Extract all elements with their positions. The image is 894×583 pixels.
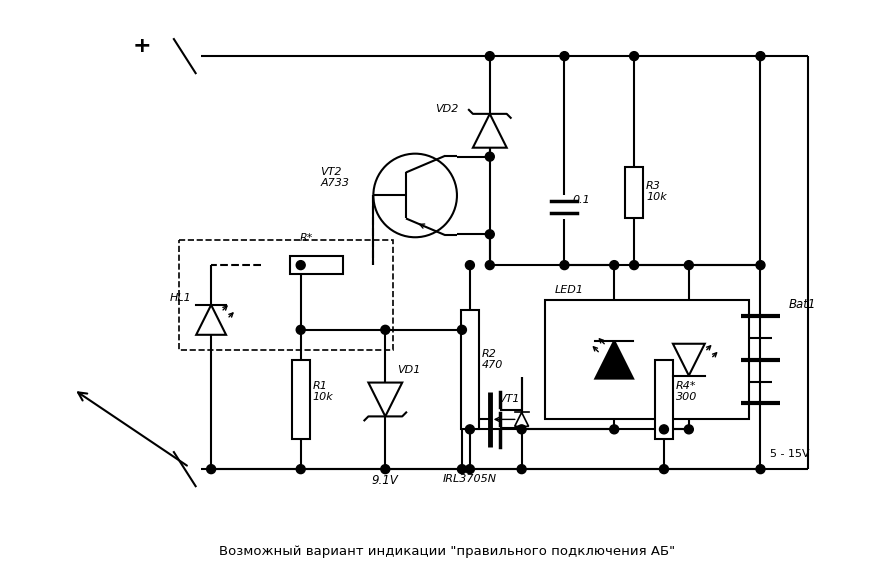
Text: IRL3705N: IRL3705N: [443, 474, 497, 484]
Circle shape: [296, 465, 305, 473]
Circle shape: [381, 465, 390, 473]
Circle shape: [296, 325, 305, 334]
Circle shape: [466, 465, 475, 473]
Circle shape: [685, 425, 694, 434]
Bar: [655, 360, 673, 440]
Circle shape: [381, 325, 390, 334]
Polygon shape: [196, 305, 226, 335]
Circle shape: [660, 425, 669, 434]
Text: 5 - 15V: 5 - 15V: [771, 449, 810, 459]
Bar: [290, 256, 343, 274]
Text: R4*
300: R4* 300: [676, 381, 697, 402]
Polygon shape: [368, 382, 402, 416]
Text: R1
10k: R1 10k: [313, 381, 333, 402]
Circle shape: [560, 52, 569, 61]
Text: Bat1: Bat1: [789, 298, 815, 311]
Circle shape: [560, 261, 569, 269]
Text: 9.1V: 9.1V: [372, 474, 399, 487]
Text: Возможный вариант индикации "правильного подключения АБ": Возможный вариант индикации "правильного…: [219, 545, 675, 559]
Text: VD1: VD1: [397, 364, 420, 375]
Circle shape: [629, 261, 638, 269]
Text: VT2
A733: VT2 A733: [321, 167, 350, 188]
Circle shape: [660, 465, 669, 473]
Circle shape: [458, 325, 467, 334]
Circle shape: [466, 261, 475, 269]
Circle shape: [756, 52, 765, 61]
Text: R*: R*: [300, 233, 314, 243]
Circle shape: [458, 465, 467, 473]
Bar: [461, 310, 479, 429]
Polygon shape: [595, 341, 633, 378]
Circle shape: [296, 261, 305, 269]
Circle shape: [485, 152, 494, 161]
Text: LED1: LED1: [554, 285, 584, 295]
Bar: [180, 240, 393, 350]
Polygon shape: [515, 412, 528, 426]
Bar: [544, 300, 748, 419]
Circle shape: [485, 52, 494, 61]
Text: +: +: [132, 36, 151, 56]
Circle shape: [485, 261, 494, 269]
Polygon shape: [473, 114, 507, 147]
Polygon shape: [673, 344, 704, 375]
Text: HL1: HL1: [169, 293, 191, 303]
Circle shape: [517, 465, 527, 473]
Bar: [291, 360, 309, 440]
Text: VD2: VD2: [435, 104, 459, 114]
Circle shape: [629, 52, 638, 61]
Text: 0.1: 0.1: [572, 195, 590, 205]
Circle shape: [207, 465, 215, 473]
Text: R2
470: R2 470: [482, 349, 503, 370]
Circle shape: [756, 465, 765, 473]
Circle shape: [517, 425, 527, 434]
Circle shape: [466, 425, 475, 434]
Circle shape: [610, 425, 619, 434]
Bar: [625, 167, 643, 219]
Circle shape: [685, 261, 694, 269]
Text: VT1: VT1: [498, 395, 519, 405]
Circle shape: [756, 261, 765, 269]
Circle shape: [485, 230, 494, 239]
Text: R3
10k: R3 10k: [646, 181, 667, 202]
Circle shape: [610, 261, 619, 269]
